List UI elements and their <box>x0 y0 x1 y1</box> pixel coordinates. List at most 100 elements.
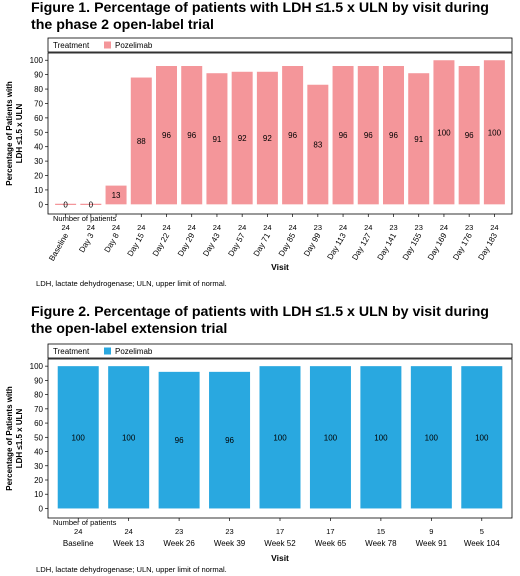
fig1-data-label: 92 <box>263 134 272 143</box>
fig1-y-tick-label: 20 <box>34 172 43 181</box>
fig2-bar <box>108 366 150 509</box>
fig1-patient-count: 24 <box>490 223 498 232</box>
fig1-patient-count: 24 <box>440 223 448 232</box>
fig1-x-tick-label: Day 113 <box>325 231 348 261</box>
fig2-x-tick-label: Week 39 <box>214 539 246 548</box>
fig1-data-label: 96 <box>364 131 373 140</box>
fig2-x-tick-label: Week 26 <box>163 539 195 548</box>
fig1-patient-count: 23 <box>465 223 473 232</box>
fig1-y-tick-label: 100 <box>30 56 44 65</box>
fig1-patient-count: 23 <box>389 223 397 232</box>
fig2-y-tick-label: 60 <box>34 419 43 428</box>
fig1-y-tick-label: 90 <box>34 71 43 80</box>
fig1-patient-count: 24 <box>288 223 296 232</box>
figure-2-footnote: LDH, lactate dehydrogenase; ULN, upper l… <box>36 565 227 574</box>
fig1-bar <box>156 66 177 205</box>
fig2-y-tick-label: 0 <box>39 504 44 513</box>
fig1-data-label: 96 <box>465 131 474 140</box>
fig2-x-tick-label: Baseline <box>63 539 94 548</box>
fig2-x-axis-label: Visit <box>271 553 289 563</box>
fig1-y-tick-label: 80 <box>34 85 43 94</box>
fig1-patients-title: Number of patients <box>53 214 117 223</box>
fig1-patient-count: 24 <box>364 223 372 232</box>
fig1-legend-label: Pozelimab <box>115 41 153 50</box>
fig2-y-tick-label: 70 <box>34 405 43 414</box>
fig1-legend-title: Treatment <box>53 41 90 50</box>
fig1-data-label: 91 <box>212 135 221 144</box>
fig1-bar <box>357 66 379 205</box>
fig2-legend-swatch <box>104 347 111 355</box>
fig1-x-tick-label: Baseline <box>47 231 70 263</box>
fig1-legend-swatch <box>104 41 111 49</box>
fig1-bar <box>231 71 253 205</box>
fig2-data-label: 100 <box>374 433 388 442</box>
figure-1-footnote: LDH, lactate dehydrogenase; ULN, upper l… <box>36 279 227 288</box>
fig2-data-label: 100 <box>425 433 439 442</box>
fig1-data-label: 100 <box>437 128 451 137</box>
fig1-patient-count: 24 <box>339 223 347 232</box>
fig2-y-tick-label: 100 <box>30 362 44 371</box>
fig1-x-tick-label: Day 8 <box>103 231 122 254</box>
fig1-bar <box>408 73 430 205</box>
fig1-bar <box>458 66 480 205</box>
fig1-data-label: 96 <box>288 131 297 140</box>
fig2-patients-title: Number of patients <box>53 518 117 527</box>
fig2-legend-label: Pozelimab <box>115 347 153 356</box>
fig1-bar <box>206 73 228 205</box>
fig1-bar <box>483 60 505 205</box>
fig2-x-tick-label: Week 52 <box>264 539 296 548</box>
fig1-x-tick-label: Day 183 <box>476 231 499 262</box>
figure-2-chart: Treatment Pozelimab 0 10 20 30 40 50 60 70 80 90 100… <box>5 343 513 563</box>
fig1-x-tick-label: Day 141 <box>376 231 399 262</box>
fig1-patient-count: 24 <box>87 223 95 232</box>
fig1-x-axis-label: Visit <box>271 262 289 272</box>
fig2-data-label: 100 <box>324 433 338 442</box>
fig2-legend-title: Treatment <box>53 347 90 356</box>
fig1-bar <box>282 66 304 205</box>
fig1-bar <box>181 66 203 205</box>
fig2-patient-count: 17 <box>276 527 284 536</box>
fig1-x-tick-label: Day 57 <box>226 231 247 258</box>
fig1-data-label: 13 <box>112 191 121 200</box>
fig1-data-label: 96 <box>162 131 171 140</box>
fig1-y-tick-label: 50 <box>34 128 43 137</box>
fig1-x-tick-label: Day 71 <box>252 231 273 258</box>
fig1-x-tick-label: Day 43 <box>201 231 222 258</box>
fig1-patient-count: 23 <box>415 223 423 232</box>
fig1-data-label: 92 <box>238 134 247 143</box>
fig1-x-tick-label: Day 3 <box>77 231 96 254</box>
fig1-data-label: 96 <box>187 131 196 140</box>
fig1-y-tick-label: 0 <box>39 200 44 209</box>
fig1-bar <box>383 66 404 205</box>
fig2-patient-count: 23 <box>175 527 183 536</box>
fig1-x-tick-label: Day 176 <box>451 231 474 262</box>
fig1-bar <box>256 71 278 205</box>
fig2-y-tick-label: 80 <box>34 391 43 400</box>
fig1-x-tick-label: Day 99 <box>302 231 323 258</box>
fig1-bar <box>332 66 354 205</box>
fig1-patient-count: 24 <box>61 223 69 232</box>
fig2-data-label: 100 <box>475 433 489 442</box>
fig2-bar <box>360 366 402 509</box>
fig1-bar <box>105 185 127 205</box>
fig2-bar <box>410 366 452 509</box>
fig2-bar <box>158 371 200 509</box>
fig2-x-tick-label: Week 65 <box>315 539 347 548</box>
fig1-bar <box>130 77 152 205</box>
fig2-patient-count: 24 <box>74 527 82 536</box>
fig1-patient-count: 23 <box>314 223 322 232</box>
fig2-patient-count: 17 <box>326 527 334 536</box>
fig1-y-axis-label: Percentage of Patients withLDH ≤1.5 x UL… <box>5 81 24 186</box>
fig1-patient-count: 24 <box>188 223 196 232</box>
fig2-legend-box <box>47 343 513 359</box>
fig1-patient-count: 24 <box>238 223 246 232</box>
fig1-x-tick-label: Day 169 <box>426 231 449 262</box>
fig2-y-tick-label: 90 <box>34 376 43 385</box>
fig1-bar <box>307 84 329 205</box>
fig2-patient-count: 9 <box>429 527 433 536</box>
fig1-y-tick-label: 30 <box>34 157 43 166</box>
fig2-y-tick-label: 40 <box>34 448 43 457</box>
fig2-bar <box>57 366 99 509</box>
fig2-x-tick-label: Week 91 <box>416 539 448 548</box>
fig2-y-tick-label: 10 <box>34 490 43 499</box>
